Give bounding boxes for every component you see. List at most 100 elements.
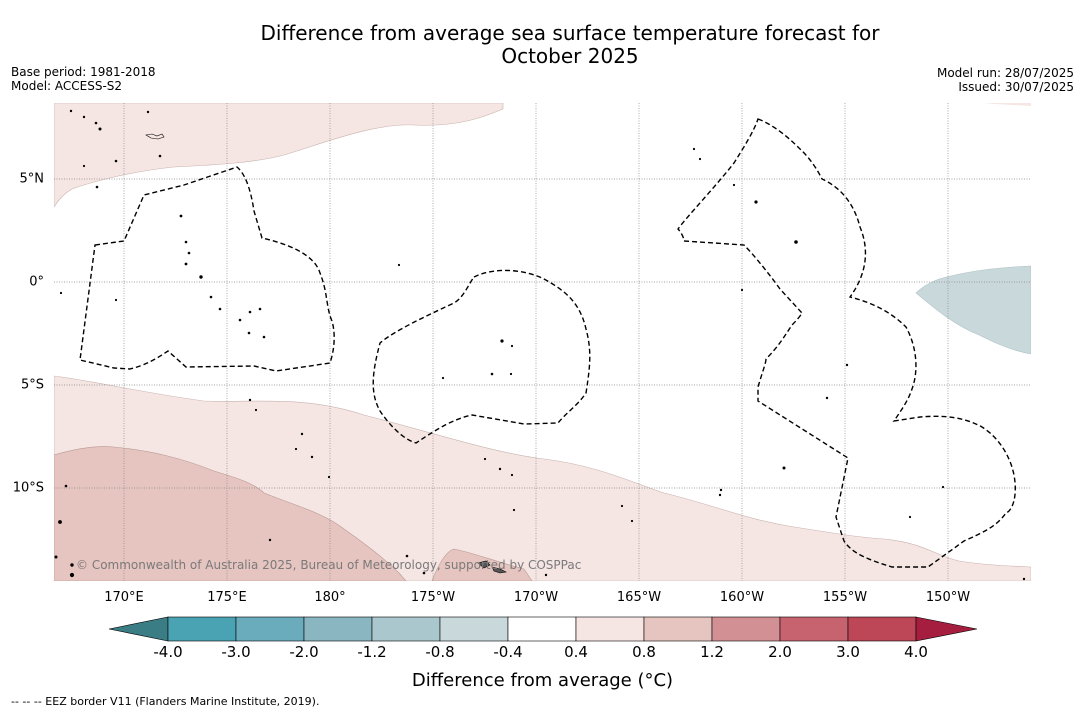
lat-label-10s: 10°S: [12, 480, 44, 496]
island-dot: [483, 457, 487, 461]
lon-label-175e: 175°E: [207, 590, 247, 605]
island-dot: [544, 573, 548, 577]
island-dot: [405, 554, 409, 558]
colorbar-extend-low: [108, 616, 169, 642]
island-dot: [845, 363, 849, 367]
island-dot: [238, 318, 242, 322]
title-line-1: Difference from average sea surface temp…: [260, 21, 880, 45]
lon-label-150w: 150°W: [925, 590, 971, 605]
lon-label-175w: 175°W: [410, 590, 456, 605]
colorbar-tick-label: -0.4: [493, 643, 523, 661]
meta-left: Base period: 1981-2018 Model: ACCESS-S2: [11, 65, 156, 93]
lon-label-155w: 155°W: [822, 590, 868, 605]
graticule: [54, 103, 1031, 581]
island-dot: [248, 398, 252, 402]
island-dot: [179, 214, 183, 218]
island-dot: [158, 154, 162, 158]
island-dot: [58, 520, 62, 524]
colorbar-extend-high: [915, 616, 978, 642]
island-dot: [500, 339, 504, 343]
colorbar-swatch: [643, 616, 713, 642]
island-dot: [698, 157, 702, 161]
island-dot: [422, 571, 426, 575]
title-line-2: October 2025: [501, 44, 639, 68]
islands: [54, 109, 1026, 581]
island-dot: [310, 455, 314, 459]
colorbar-title: Difference from average (°C): [411, 670, 674, 691]
colorbar-swatch: [711, 616, 781, 642]
island-dot: [54, 555, 58, 559]
colorbar-tick-label: -2.0: [289, 643, 319, 661]
island-dot: [98, 127, 102, 131]
eez-border-kiribati-line: [677, 118, 1016, 568]
map-title: Difference from average sea surface temp…: [170, 22, 970, 68]
island-dot: [69, 572, 75, 578]
island-dot: [630, 519, 634, 523]
lat-label-5s: 5°S: [20, 377, 44, 393]
eez-legend-note: -- -- -- EEZ border V11 (Flanders Marine…: [11, 695, 320, 708]
colorbar-tick-label: 0.4: [564, 643, 588, 661]
cool-anomaly-region-east: [915, 265, 1031, 355]
colorbar-swatch: [303, 616, 373, 642]
island-dot: [268, 538, 272, 542]
island-dot: [397, 263, 401, 267]
island-dot: [512, 508, 516, 512]
island-dot: [218, 307, 222, 311]
colorbar-tick-label: -0.8: [425, 643, 455, 661]
island-dot: [692, 147, 696, 151]
island-dot: [718, 493, 722, 497]
colorbar-tick-label: -1.2: [357, 643, 387, 661]
lon-label-170e: 170°E: [104, 590, 144, 605]
model-run: Model run: 28/07/2025: [936, 66, 1074, 80]
eez-border-kiribati-gilbert: [79, 166, 335, 372]
island-dot: [114, 159, 118, 163]
island-dot: [498, 467, 502, 471]
island-outline: [477, 560, 491, 569]
island-dot: [258, 307, 262, 311]
colorbar-swatch: [235, 616, 305, 642]
island-dot: [247, 331, 251, 335]
lat-label-equator: 0°: [29, 274, 44, 290]
island-dot: [825, 396, 829, 400]
lat-label-5n: 5°N: [19, 171, 45, 187]
island-dot: [509, 372, 513, 376]
island-dot: [82, 164, 86, 168]
island-dot: [248, 310, 252, 314]
island-outline: [145, 133, 165, 140]
island-dot: [740, 288, 744, 292]
island-dot: [262, 335, 266, 339]
island-dot: [64, 484, 68, 488]
colorbar-swatch: [167, 616, 237, 642]
island-dot: [184, 262, 188, 266]
colorbar-swatch: [371, 616, 441, 642]
warm-anomaly-region-north: [54, 103, 504, 208]
island-dot: [510, 473, 514, 477]
colorbar-tick-label: 2.0: [768, 643, 792, 661]
island-dot: [908, 515, 912, 519]
island-dot: [794, 240, 798, 244]
meta-right: Model run: 28/07/2025 Issued: 30/07/2025: [937, 66, 1074, 94]
island-dot: [114, 298, 118, 302]
colorbar-tick-label: -3.0: [221, 643, 251, 661]
colorbar-tick-label: 0.8: [632, 643, 656, 661]
copyright-notice: © Commonwealth of Australia 2025, Bureau…: [76, 558, 582, 572]
lon-label-170w: 170°W: [513, 590, 559, 605]
colorbar-tick-label: 3.0: [836, 643, 860, 661]
island-dot: [782, 466, 786, 470]
island-dot: [441, 376, 445, 380]
model-name: Model: ACCESS-S2: [11, 79, 123, 93]
issued-date: Issued: 30/07/2025: [958, 80, 1074, 94]
lon-label-180: 180°: [314, 590, 346, 605]
base-period: Base period: 1981-2018: [11, 65, 156, 79]
colorbar-tick-label: 4.0: [904, 643, 928, 661]
island-dot: [300, 432, 304, 436]
island-dot: [187, 251, 191, 255]
island-dot: [209, 295, 213, 299]
lon-label-160w: 160°W: [719, 590, 765, 605]
eez-borders: [79, 118, 1016, 568]
island-dot: [199, 275, 203, 279]
island-dot: [184, 240, 188, 244]
warm-anomaly-corner-northeast: [984, 103, 1031, 106]
colorbar-swatch: [575, 616, 645, 642]
colorbar-swatch: [779, 616, 849, 642]
